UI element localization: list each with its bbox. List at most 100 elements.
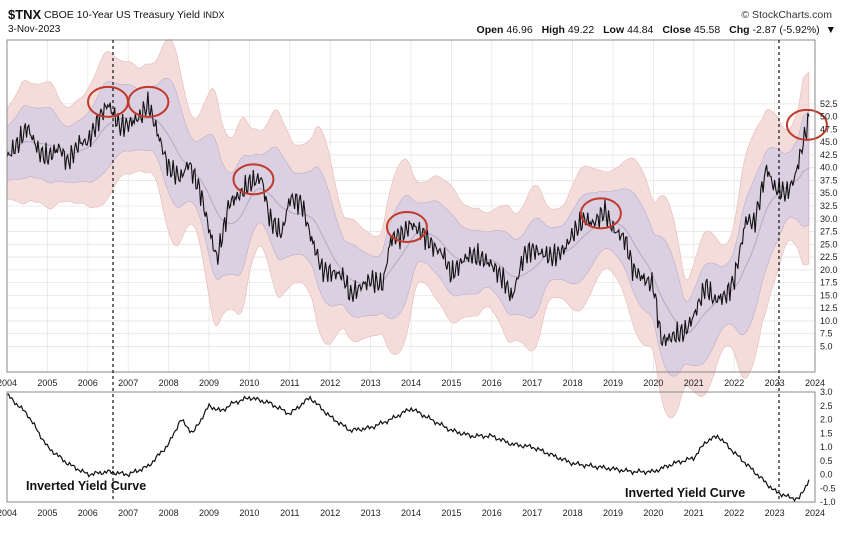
close-label: Close [662, 24, 691, 36]
x-tick-label: 2010 [239, 378, 259, 388]
high-label: High [541, 24, 565, 36]
chart-date: 3-Nov-2023 [8, 24, 61, 35]
x-tick-label: 2018 [563, 378, 583, 388]
x-tick-label: 2017 [522, 378, 542, 388]
y-tick-label: 3.0 [820, 387, 833, 397]
y-tick-label: -1.0 [820, 497, 836, 507]
y-tick-label: 1.5 [820, 428, 833, 438]
ticker-symbol: $TNX [8, 7, 42, 22]
y-tick-label: 25.0 [820, 239, 838, 249]
x-tick-label: 2011 [280, 508, 299, 518]
brand-watermark: © StockCharts.com [741, 9, 832, 21]
x-tick-label: 2018 [563, 508, 583, 518]
y-tick-label: 52.5 [820, 99, 838, 109]
spread-line [6, 393, 810, 503]
moving-average-line [6, 117, 810, 334]
x-tick-label: 2017 [522, 508, 542, 518]
y-tick-label: 32.5 [820, 201, 838, 211]
inner-envelope-band [6, 77, 810, 377]
x-tick-label: 2011 [280, 378, 299, 388]
x-tick-label: 2013 [361, 508, 381, 518]
y-tick-label: 0.5 [820, 456, 833, 466]
x-tick-label: 2021 [684, 508, 704, 518]
y-tick-label: 40.0 [820, 163, 838, 173]
y-tick-label: 50.0 [820, 112, 838, 122]
x-tick-label: 2009 [199, 508, 219, 518]
x-tick-label: 2010 [239, 508, 259, 518]
x-tick-label: 2004 [0, 378, 17, 388]
close-value: 45.58 [693, 24, 721, 36]
x-tick-label: 2016 [482, 378, 502, 388]
open-value: 46.96 [506, 24, 533, 36]
x-tick-label: 2024 [805, 508, 825, 518]
spread-series [6, 393, 810, 503]
y-tick-label: 47.5 [820, 124, 838, 134]
y-tick-label: 10.0 [820, 316, 838, 326]
y-tick-label: 1.0 [820, 442, 833, 452]
x-tick-label: 2013 [361, 378, 381, 388]
x-tick-label: 2021 [684, 378, 704, 388]
y-tick-label: -0.5 [820, 483, 836, 493]
x-tick-label: 2006 [78, 378, 98, 388]
high-value: 49.22 [567, 24, 595, 36]
y-tick-label: 42.5 [820, 150, 838, 160]
peak-circle [127, 85, 170, 118]
bottom-panel-frame [6, 391, 816, 503]
chg-label: Chg [729, 24, 750, 36]
x-tick-label: 2024 [805, 378, 825, 388]
x-tick-label: 2008 [159, 508, 179, 518]
x-tick-label: 2023 [765, 378, 785, 388]
top-panel-x-ticks: 2004 2005 2006 2007 2008 2009 2010 2011 2012 2013… [0, 378, 825, 388]
y-tick-label: 22.5 [820, 252, 838, 262]
y-tick-label: 20.0 [820, 265, 838, 275]
x-tick-label: 2020 [643, 378, 663, 388]
low-value: 44.84 [627, 24, 654, 36]
top-panel-frame [6, 39, 816, 373]
x-tick-label: 2005 [37, 508, 57, 518]
y-tick-label: 2.5 [820, 401, 833, 411]
x-tick-label: 2020 [643, 508, 663, 518]
low-label: Low [603, 24, 625, 36]
y-tick-label: 27.5 [820, 227, 838, 237]
x-tick-label: 2005 [37, 378, 57, 388]
peak-circle [579, 197, 622, 230]
top-panel-y-ticks: 5.0 7.5 10.0 12.5 15.0 17.5 20.0 22.5 25.0 27.5 30… [820, 99, 838, 352]
x-tick-label: 2012 [320, 508, 340, 518]
y-tick-label: 35.0 [820, 188, 838, 198]
bottom-panel-y-ticks: 3.0 2.5 2.0 1.5 1.0 0.5 0.0 -0.5 -1.0 [820, 387, 836, 507]
x-tick-label: 2022 [724, 378, 744, 388]
x-tick-label: 2014 [401, 378, 421, 388]
y-tick-label: 2.0 [820, 415, 833, 425]
bottom-panel-x-ticks: 2004 2005 2006 2007 2008 2009 2010 2011 2012 2013… [0, 508, 825, 518]
x-tick-label: 2007 [118, 378, 138, 388]
chg-down-arrow-icon: ▼ [825, 24, 836, 36]
peak-circle [385, 210, 428, 243]
y-tick-label: 15.0 [820, 290, 838, 300]
y-tick-label: 7.5 [820, 329, 833, 339]
x-tick-label: 2015 [441, 378, 461, 388]
y-tick-label: 12.5 [820, 303, 838, 313]
ohlc-readout: Open 46.96 High 49.22 Low 44.84 Close 45.58 … [471, 24, 836, 36]
peak-circle [785, 108, 828, 141]
x-tick-label: 2019 [603, 378, 623, 388]
x-tick-label: 2015 [441, 508, 461, 518]
x-tick-label: 2022 [724, 508, 744, 518]
x-tick-label: 2019 [603, 508, 623, 518]
peak-circles [87, 85, 828, 243]
exchange-label: INDX [202, 10, 225, 20]
inverted-yield-label-right: Inverted Yield Curve [625, 486, 745, 500]
x-tick-label: 2012 [320, 378, 340, 388]
inverted-yield-label-left: Inverted Yield Curve [26, 479, 146, 493]
x-tick-label: 2016 [482, 508, 502, 518]
y-tick-label: 0.0 [820, 470, 833, 480]
x-tick-label: 2014 [401, 508, 421, 518]
y-tick-label: 30.0 [820, 214, 838, 224]
band-layer [6, 39, 810, 419]
y-tick-label: 5.0 [820, 341, 833, 351]
chart-subtitle: CBOE 10-Year US Treasury Yield INDX [44, 9, 224, 21]
chg-value: -2.87 (-5.92%) [752, 24, 820, 36]
peak-circle [232, 163, 275, 196]
open-label: Open [476, 24, 504, 36]
chart-header: $TNX CBOE 10-Year US Treasury Yield INDX… [0, 0, 848, 40]
